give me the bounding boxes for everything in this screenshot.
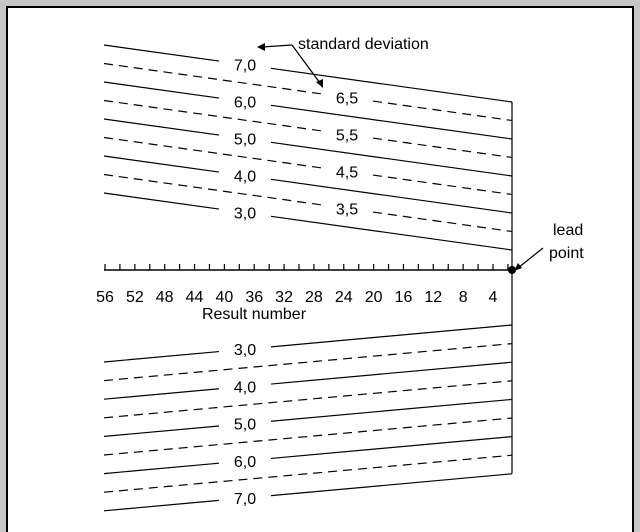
upper-line-4-right [270, 141, 513, 177]
lower-line-5 [103, 417, 513, 456]
lower-line-3 [103, 380, 513, 419]
axis-tick-label: 56 [96, 289, 114, 306]
lower-line-4-right [270, 398, 513, 422]
upper-line-8-right [270, 215, 513, 251]
arrowheads [257, 43, 522, 271]
axis-tick-label: 24 [335, 289, 353, 306]
arrowhead-lead [514, 263, 522, 271]
upper-line-6-right [270, 178, 513, 214]
lower-line-label-6: 6,0 [234, 454, 256, 471]
upper-limit-lines: 7,0 6,5 6,0 5,5 5,0 4,5 4,0 3,5 3,0 [103, 44, 513, 270]
upper-line-7-right [372, 211, 513, 233]
upper-line-2-left [103, 81, 220, 99]
standard-deviation-annotation: standard deviation [298, 36, 429, 53]
lower-line-0-right [270, 324, 513, 348]
lower-line-label-2: 4,0 [234, 379, 256, 396]
axis-tick-label: 48 [156, 289, 174, 306]
upper-line-3-right [372, 137, 513, 159]
upper-line-label-8: 3,0 [234, 206, 256, 223]
lower-line-8-left [103, 499, 220, 512]
lead-annotation: lead [553, 222, 583, 239]
lower-line-4-left [103, 425, 220, 437]
lower-limit-lines: 3,0 4,0 5,0 6,0 7,0 [103, 270, 513, 512]
lower-line-0-left [103, 350, 220, 363]
axis-tick-label: 20 [365, 289, 383, 306]
arrow-to-lead-point [517, 247, 544, 269]
axis-tick-label: 16 [395, 289, 413, 306]
upper-line-label-3: 5,5 [336, 127, 358, 144]
annotation-arrows [261, 44, 544, 269]
lower-line-8-right [270, 473, 513, 497]
x-axis: 56 52 48 44 40 36 32 28 24 20 16 12 8 4 [96, 264, 516, 306]
axis-tick-label: 52 [126, 289, 144, 306]
axis-tick-label: 36 [245, 289, 263, 306]
upper-line-label-6: 4,0 [234, 169, 256, 186]
axis-tick-label: 4 [489, 289, 498, 306]
upper-line-label-1: 6,5 [336, 90, 358, 107]
lower-line-label-8: 7,0 [234, 491, 256, 508]
upper-line-4-left [103, 118, 220, 136]
lower-line-6-left [103, 462, 220, 475]
lower-line-6-right [270, 436, 513, 460]
upper-line-6-left [103, 155, 220, 173]
upper-line-5-left [103, 136, 322, 169]
axis-tick-label: 32 [275, 289, 293, 306]
lower-line-1 [103, 343, 513, 382]
upper-line-1-right [372, 100, 513, 122]
arrowhead-6-5 [316, 79, 323, 88]
lower-line-label-4: 5,0 [234, 417, 256, 434]
upper-line-2-right [270, 104, 513, 140]
axis-tick-label: 44 [186, 289, 204, 306]
axis-tick-label: 28 [305, 289, 323, 306]
upper-line-label-4: 5,0 [234, 132, 256, 149]
axis-tick-label: 12 [424, 289, 442, 306]
lower-line-2-right [270, 361, 513, 385]
lower-line-label-0: 3,0 [234, 342, 256, 359]
lower-line-7 [103, 454, 513, 493]
arrow-to-7-0 [261, 44, 293, 48]
upper-line-label-7: 3,5 [336, 201, 358, 218]
axis-tick-label: 40 [215, 289, 233, 306]
arrowhead-7-0 [257, 43, 265, 51]
upper-line-1-left [103, 62, 322, 95]
upper-line-8-left [103, 192, 220, 210]
x-axis-label: Result number [202, 306, 307, 323]
upper-line-label-0: 7,0 [234, 58, 256, 75]
upper-line-label-2: 6,0 [234, 95, 256, 112]
upper-line-7-left [103, 173, 322, 206]
arrow-to-6-5 [291, 44, 321, 84]
lead-point-marker [508, 266, 516, 274]
upper-line-5-right [372, 174, 513, 196]
upper-line-3-left [103, 99, 322, 132]
axis-tick-label: 8 [459, 289, 468, 306]
upper-line-label-5: 4,5 [336, 164, 358, 181]
point-annotation: point [549, 245, 584, 262]
lower-line-2-left [103, 388, 220, 400]
upper-line-0-right [270, 67, 513, 103]
upper-line-0-left [103, 44, 220, 62]
